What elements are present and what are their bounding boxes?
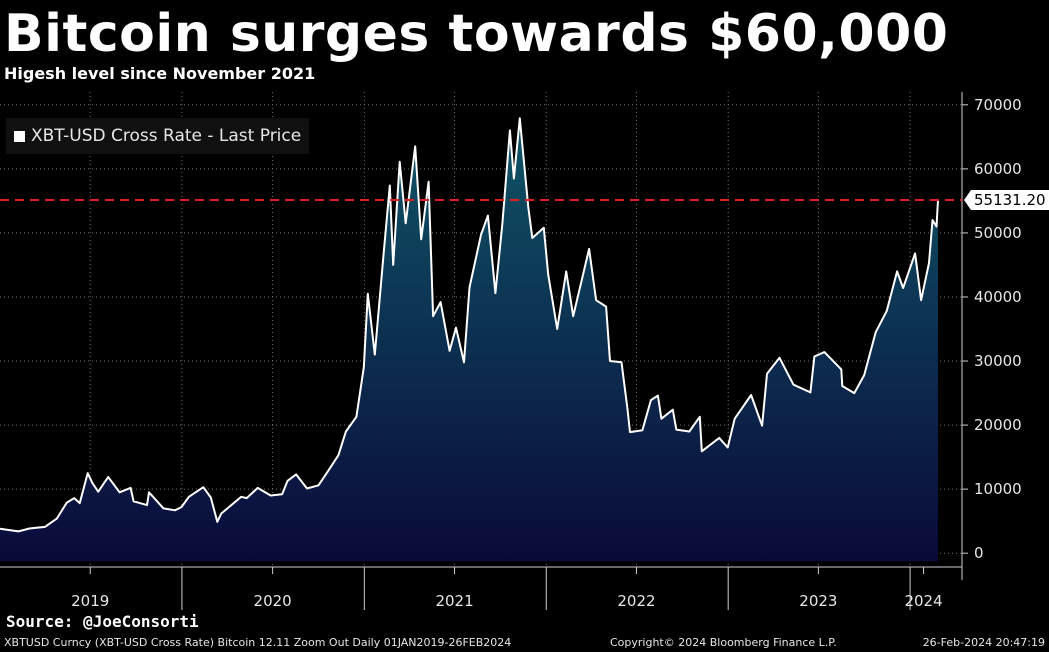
axes: 0 10000 20000 30000 40000 50000 60000 70000 2019… (0, 92, 1022, 610)
footer-copyright: Copyright© 2024 Bloomberg Finance L.P. (610, 636, 837, 649)
y-tick-label: 30000 (974, 352, 1022, 370)
last-price-value: 55131.20 (974, 191, 1046, 209)
last-price-tag: 55131.20 (964, 190, 1049, 211)
y-tick-label: 60000 (974, 160, 1022, 178)
price-line (0, 117, 939, 533)
x-tick-label: 2021 (435, 592, 473, 610)
chart-subtitle: Higesh level since November 2021 (4, 64, 316, 83)
legend-swatch (14, 130, 25, 142)
y-tick-label: 10000 (974, 480, 1022, 498)
x-tick-label: 2023 (799, 592, 837, 610)
x-tick-label: 2024 (904, 592, 942, 610)
y-tick-label: 70000 (974, 96, 1022, 114)
x-tick-label: 2020 (254, 592, 292, 610)
y-tick-label: 40000 (974, 288, 1022, 306)
last-price-tag-background (964, 190, 1049, 211)
legend-label: XBT-USD Cross Rate - Last Price (31, 126, 302, 146)
price-area (0, 118, 938, 562)
chart-title: Bitcoin surges towards $60,000 (4, 4, 949, 64)
y-tick-label: 50000 (974, 224, 1022, 242)
x-tick-label: 2019 (71, 592, 109, 610)
footer-ticker-info: XBTUSD Curncy (XBT-USD Cross Rate) Bitco… (4, 636, 512, 649)
y-tick-label: 20000 (974, 416, 1022, 434)
footer-timestamp: 26-Feb-2024 20:47:19 (922, 636, 1045, 649)
x-tick-label: 2022 (617, 592, 655, 610)
source-credit: Source: @JoeConsorti (6, 612, 199, 631)
legend: XBT-USD Cross Rate - Last Price (6, 118, 310, 154)
y-tick-label: 0 (974, 544, 984, 562)
